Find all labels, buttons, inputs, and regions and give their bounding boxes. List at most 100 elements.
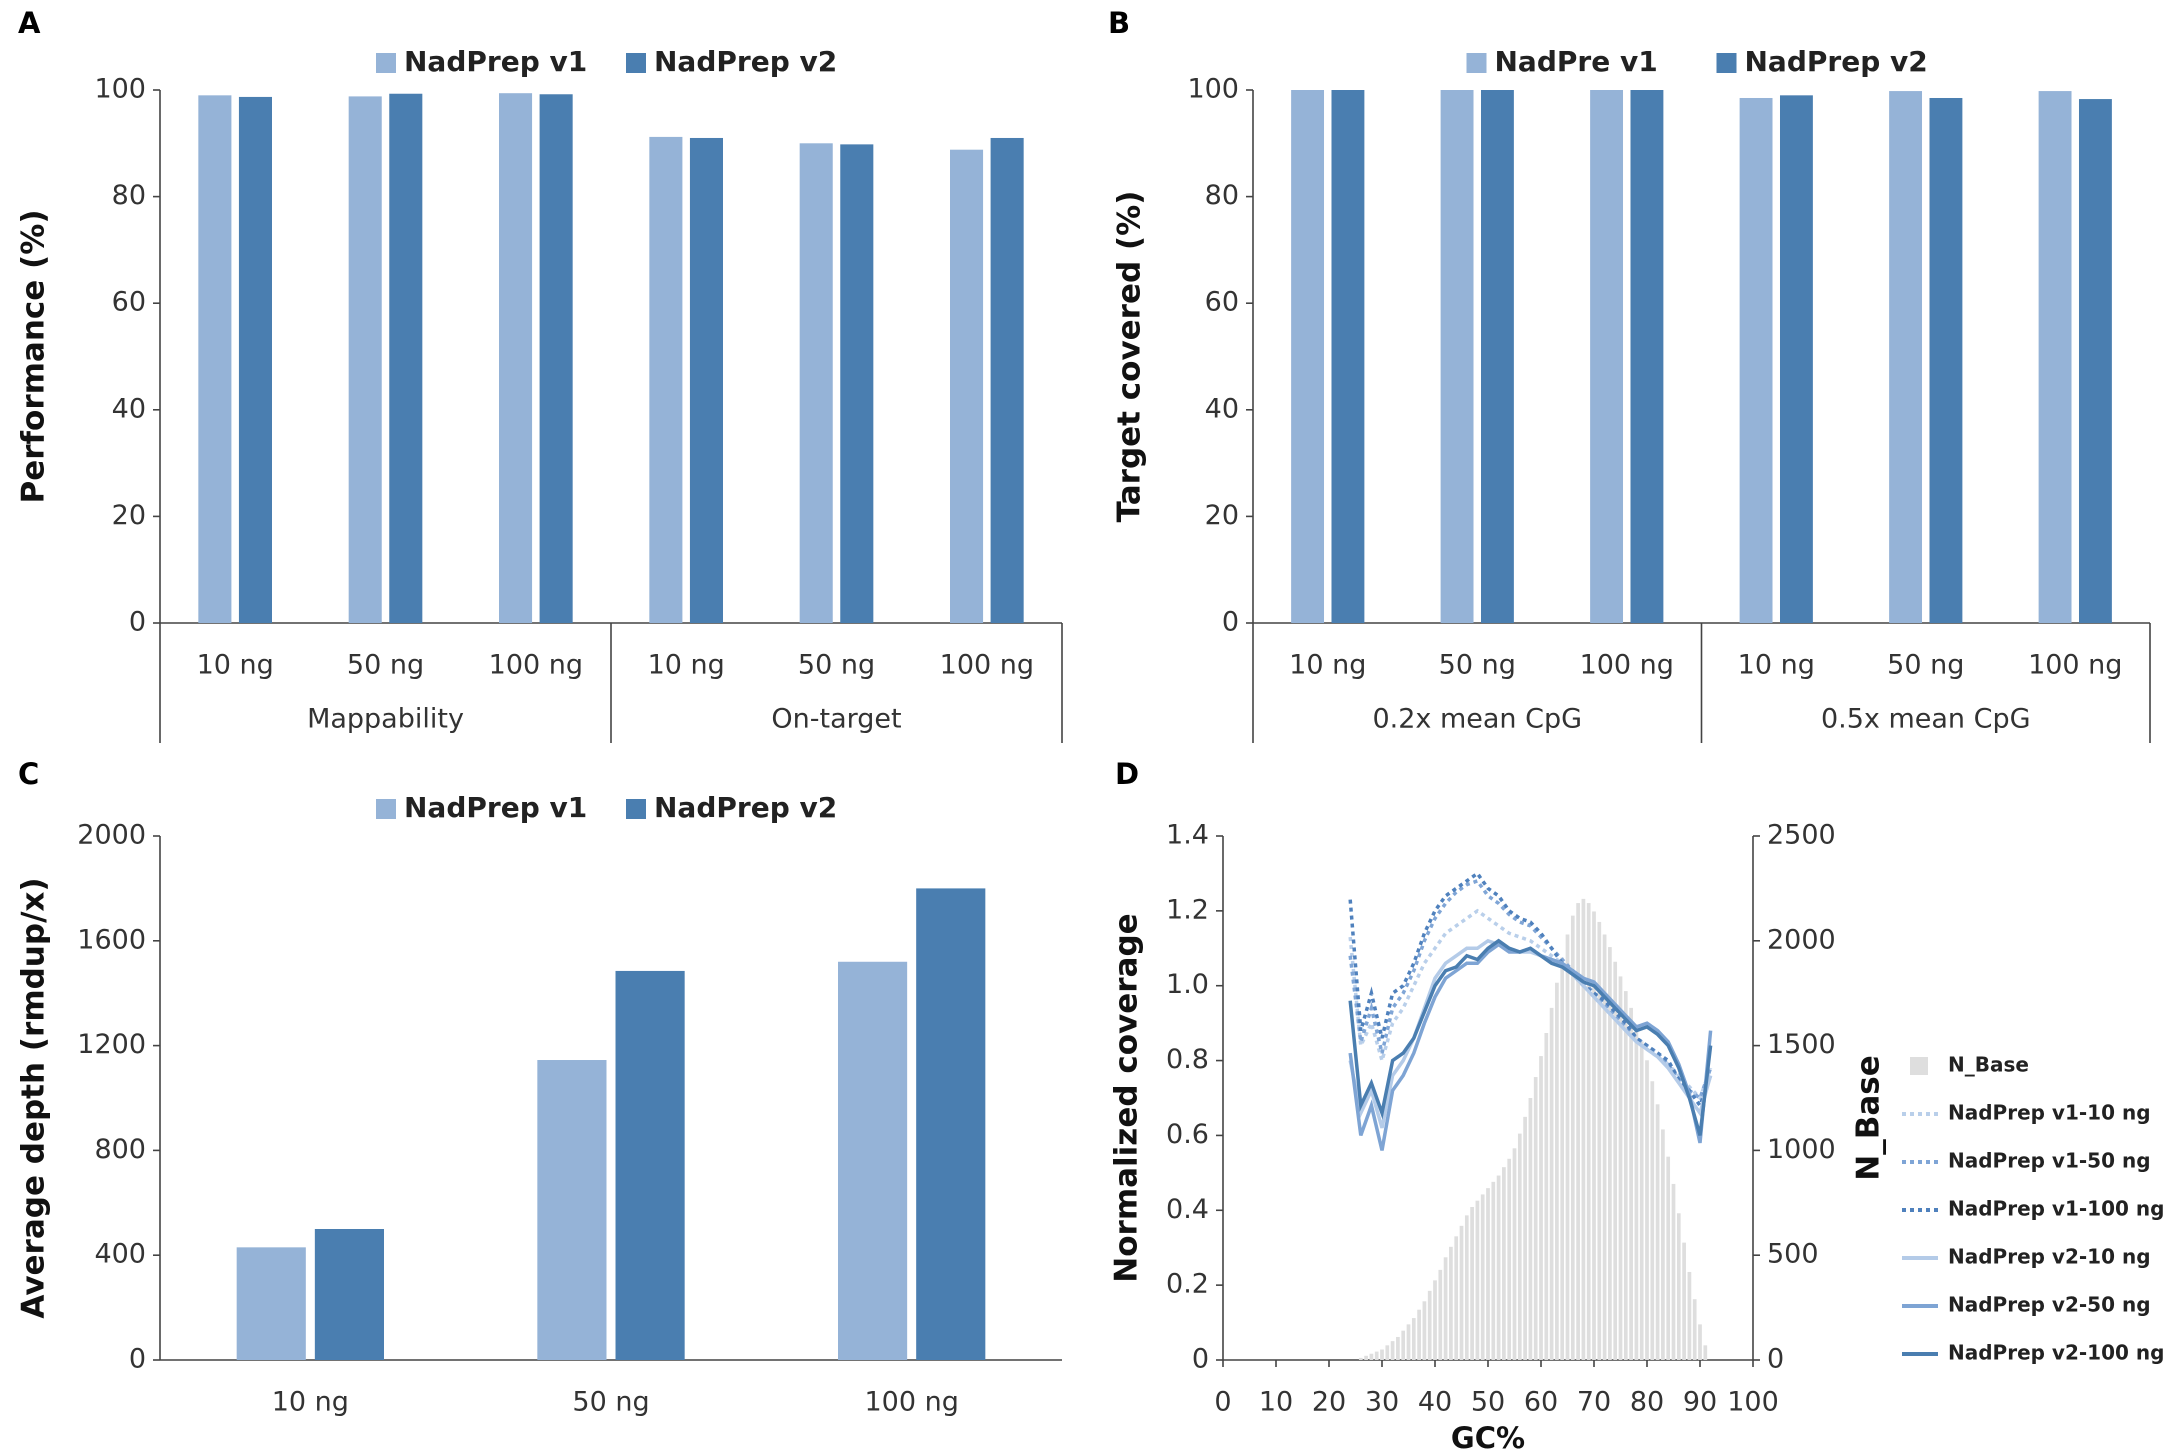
bar bbox=[1889, 91, 1923, 624]
histogram-bar bbox=[1544, 1033, 1549, 1360]
histogram-bar bbox=[1438, 1269, 1443, 1360]
bar bbox=[990, 137, 1024, 623]
bar bbox=[1440, 90, 1474, 623]
bar bbox=[916, 888, 986, 1360]
legend-label: NadPrep v1-10 ng bbox=[1948, 1101, 2151, 1125]
x-tick-label: 30 bbox=[1365, 1387, 1399, 1418]
y-tick-label: 800 bbox=[94, 1134, 146, 1165]
histogram-bar bbox=[1507, 1158, 1512, 1360]
y2-tick-label: 0 bbox=[1767, 1344, 1784, 1375]
histogram-bar bbox=[1565, 934, 1570, 1360]
bar bbox=[537, 1060, 607, 1360]
bar bbox=[1291, 90, 1325, 623]
bar bbox=[840, 144, 874, 623]
y-tick-label: 40 bbox=[1205, 393, 1239, 424]
legend-swatch bbox=[376, 53, 396, 73]
x-tick-label: 40 bbox=[1418, 1387, 1452, 1418]
y2-tick-label: 500 bbox=[1767, 1239, 1819, 1270]
y-tick-label: 0 bbox=[1192, 1344, 1209, 1375]
histogram-bar bbox=[1369, 1353, 1374, 1360]
histogram-bar bbox=[1459, 1225, 1464, 1360]
panel-label: D bbox=[1115, 757, 1139, 791]
legend-label: NadPrep v1-50 ng bbox=[1948, 1149, 2151, 1173]
histogram-bar bbox=[1449, 1246, 1453, 1360]
legend-label: NadPrep v1-100 ng bbox=[1948, 1197, 2164, 1221]
x-tick-label: 100 bbox=[1727, 1387, 1779, 1418]
x-tick-label: 10 ng bbox=[197, 650, 274, 681]
bar bbox=[499, 93, 533, 623]
histogram-bar bbox=[1517, 1133, 1522, 1360]
legend-label: NadPrep v2-50 ng bbox=[1948, 1293, 2151, 1317]
y2-tick-label: 2500 bbox=[1767, 820, 1836, 851]
bar bbox=[1739, 97, 1773, 624]
histogram-bar bbox=[1634, 1024, 1639, 1360]
x-tick-label: 100 ng bbox=[940, 650, 1034, 681]
coverage-line bbox=[1348, 878, 1713, 1101]
group-label: On-target bbox=[771, 704, 901, 735]
bar bbox=[1590, 90, 1624, 623]
bar bbox=[950, 149, 984, 624]
histogram-bar bbox=[1358, 1357, 1363, 1360]
y-tick-label: 0 bbox=[1222, 607, 1239, 638]
histogram-bar bbox=[1475, 1200, 1480, 1360]
coverage-line bbox=[1348, 908, 1713, 1102]
y-tick-label: 0 bbox=[129, 1344, 146, 1375]
histogram-bar bbox=[1364, 1355, 1368, 1360]
bar bbox=[1630, 90, 1664, 623]
y-tick-label: 400 bbox=[94, 1239, 146, 1270]
y-tick-label: 60 bbox=[112, 287, 146, 318]
group-label: 0.2x mean CpG bbox=[1372, 704, 1582, 735]
histogram-bar bbox=[1629, 1007, 1633, 1360]
legend-label: NadPrep v1 bbox=[404, 45, 587, 78]
coverage-line bbox=[1348, 870, 1713, 1110]
histogram-bar bbox=[1592, 911, 1596, 1360]
y-tick-label: 80 bbox=[1205, 180, 1239, 211]
histogram-bar bbox=[1427, 1290, 1432, 1360]
histogram-bar bbox=[1533, 1077, 1538, 1360]
bar bbox=[238, 96, 272, 623]
bar bbox=[838, 961, 908, 1360]
histogram-bar bbox=[1496, 1175, 1501, 1360]
histogram-bar bbox=[1385, 1345, 1390, 1360]
histogram-bar bbox=[1613, 961, 1618, 1360]
y-axis-title: Normalized coverage bbox=[1109, 913, 1145, 1282]
bar bbox=[2078, 99, 2112, 624]
histogram-bar bbox=[1692, 1299, 1697, 1360]
x-tick-label: 50 ng bbox=[798, 650, 875, 681]
histogram-bar bbox=[1703, 1345, 1708, 1360]
y-tick-label: 20 bbox=[112, 500, 146, 531]
histogram-bar bbox=[1698, 1324, 1702, 1360]
histogram-bar bbox=[1411, 1318, 1416, 1360]
histogram-bar bbox=[1512, 1148, 1517, 1360]
x-tick-label: 60 bbox=[1524, 1387, 1558, 1418]
histogram-bar bbox=[1581, 898, 1586, 1360]
x-tick-label: 10 ng bbox=[1738, 650, 1815, 681]
x-tick-label: 0 bbox=[1214, 1387, 1231, 1418]
histogram-bar bbox=[1549, 1007, 1554, 1360]
y-tick-label: 1.2 bbox=[1166, 894, 1209, 925]
bar bbox=[389, 93, 423, 623]
y-tick-label: 0 bbox=[129, 607, 146, 638]
histogram-bar bbox=[1443, 1257, 1448, 1360]
bar bbox=[1331, 90, 1365, 623]
histogram-bar bbox=[1401, 1330, 1406, 1360]
y2-tick-label: 1500 bbox=[1767, 1029, 1836, 1060]
x-tick-label: 50 ng bbox=[1887, 650, 1964, 681]
histogram-bar bbox=[1470, 1206, 1474, 1360]
bar bbox=[236, 1247, 306, 1360]
histogram-bar bbox=[1390, 1341, 1395, 1360]
bar bbox=[689, 137, 723, 623]
histogram-bar bbox=[1602, 934, 1607, 1360]
x-tick-label: 10 ng bbox=[648, 650, 725, 681]
legend-label: NadPrep v2 bbox=[1745, 45, 1928, 78]
histogram-bar bbox=[1618, 976, 1623, 1360]
legend-swatch bbox=[376, 799, 396, 819]
y-axis-title: Average depth (rmdup/x) bbox=[16, 877, 52, 1318]
histogram-bar bbox=[1486, 1188, 1490, 1360]
histogram-bar bbox=[1560, 957, 1565, 1360]
legend-label: NadPrep v2-10 ng bbox=[1948, 1245, 2151, 1269]
x-tick-label: 80 bbox=[1630, 1387, 1664, 1418]
histogram-bar bbox=[1406, 1324, 1411, 1360]
y-tick-label: 40 bbox=[112, 393, 146, 424]
histogram-bar bbox=[1396, 1336, 1400, 1360]
